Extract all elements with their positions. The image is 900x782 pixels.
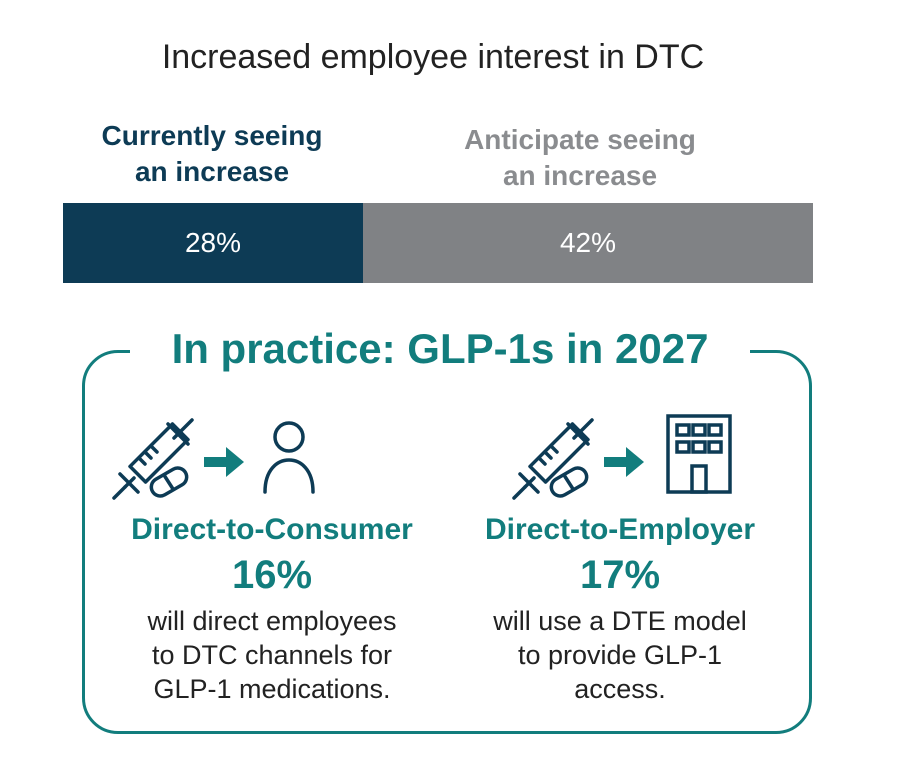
chart-title: Increased employee interest in DTC (161, 38, 705, 76)
legend-current-line1: Currently seeing (101, 120, 323, 151)
syringe-icon (112, 418, 194, 500)
bar-segment-anticipate: 42% (363, 203, 813, 283)
dtc-desc-line2: to DTC channels for (151, 640, 393, 670)
dtc-description: will direct employees to DTC channels fo… (92, 604, 452, 706)
legend-anticipate: Anticipate seeing an increase (410, 122, 750, 194)
dte-desc-line3: access. (574, 674, 666, 704)
building-icon (666, 414, 732, 494)
legend-anticipate-line2: an increase (502, 160, 658, 191)
pill-icon (549, 466, 589, 498)
dte-desc-line1: will use a DTE model (493, 606, 747, 636)
syringe-icon (512, 418, 594, 500)
dte-icons (440, 400, 800, 510)
dtc-desc-line3: GLP-1 medications. (153, 674, 391, 704)
arrow-right-icon (604, 447, 644, 477)
person-icon (263, 421, 315, 494)
dte-value: 17% (579, 553, 661, 597)
legend-current-line2: an increase (134, 156, 290, 187)
data-label: 28% (184, 227, 242, 258)
dtc-icons (92, 400, 452, 510)
dte-column: Direct-to-Employer 17% will use a DTE mo… (440, 400, 800, 706)
dtc-icon-row (112, 418, 315, 500)
bar-segment-current: 28% (63, 203, 363, 283)
dte-description: will use a DTE model to provide GLP-1 ac… (440, 604, 800, 706)
data-label: 42% (559, 227, 617, 258)
legend-anticipate-line1: Anticipate seeing (464, 124, 696, 155)
dte-icon-row (512, 414, 732, 500)
arrow-right-icon (204, 447, 244, 477)
dtc-title: Direct-to-Consumer (131, 513, 413, 546)
legend-current: Currently seeing an increase (62, 118, 362, 190)
dtc-column: Direct-to-Consumer 16% will direct emplo… (92, 400, 452, 706)
pill-icon (149, 466, 189, 498)
dtc-desc-line1: will direct employees (147, 606, 397, 636)
dte-desc-line2: to provide GLP-1 (517, 640, 723, 670)
dtc-value: 16% (231, 553, 313, 597)
dte-title: Direct-to-Employer (484, 513, 756, 546)
practice-title: In practice: GLP-1s in 2027 (130, 325, 750, 373)
stacked-bar: 28% 42% (63, 203, 813, 283)
